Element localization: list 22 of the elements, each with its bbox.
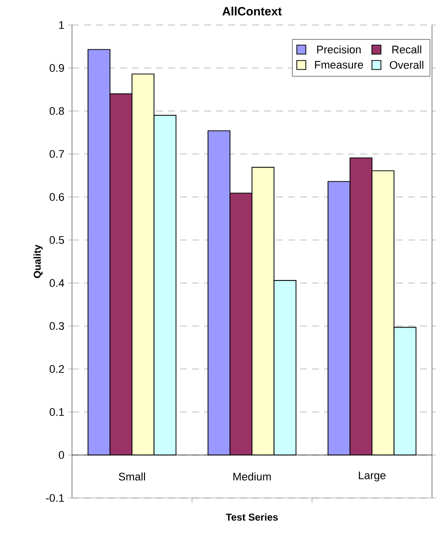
x-tick-label: Small [118, 472, 145, 481]
y-tick-label: 0.4 [50, 279, 64, 287]
y-tick-label: 0.7 [50, 150, 64, 158]
y-tick-label: 0 [58, 451, 64, 459]
y-tick-label: 1 [59, 21, 64, 29]
y-tick-label: 0.1 [50, 408, 64, 416]
x-axis-title: Test Series [226, 513, 278, 521]
y-tick-label: 0.2 [50, 365, 64, 373]
y-tick-label: 0.9 [50, 64, 64, 72]
chart-title: AllContext [222, 6, 282, 16]
x-tick-label: Large [358, 472, 386, 482]
legend-label: Fmeasure [315, 61, 364, 69]
y-tick-label: 0.5 [50, 236, 64, 244]
y-axis-title: Quality [33, 244, 43, 278]
y-tick-label: 0.3 [50, 322, 64, 330]
x-tick-label: Medium [233, 472, 271, 481]
legend-label: Overall [390, 60, 424, 69]
y-tick-label: -0.1 [46, 494, 64, 502]
legend-label: Recall [392, 45, 422, 54]
y-tick-label: 0.6 [50, 193, 64, 201]
legend-label: Precision [317, 45, 361, 54]
y-tick-label: 0.8 [50, 107, 64, 115]
